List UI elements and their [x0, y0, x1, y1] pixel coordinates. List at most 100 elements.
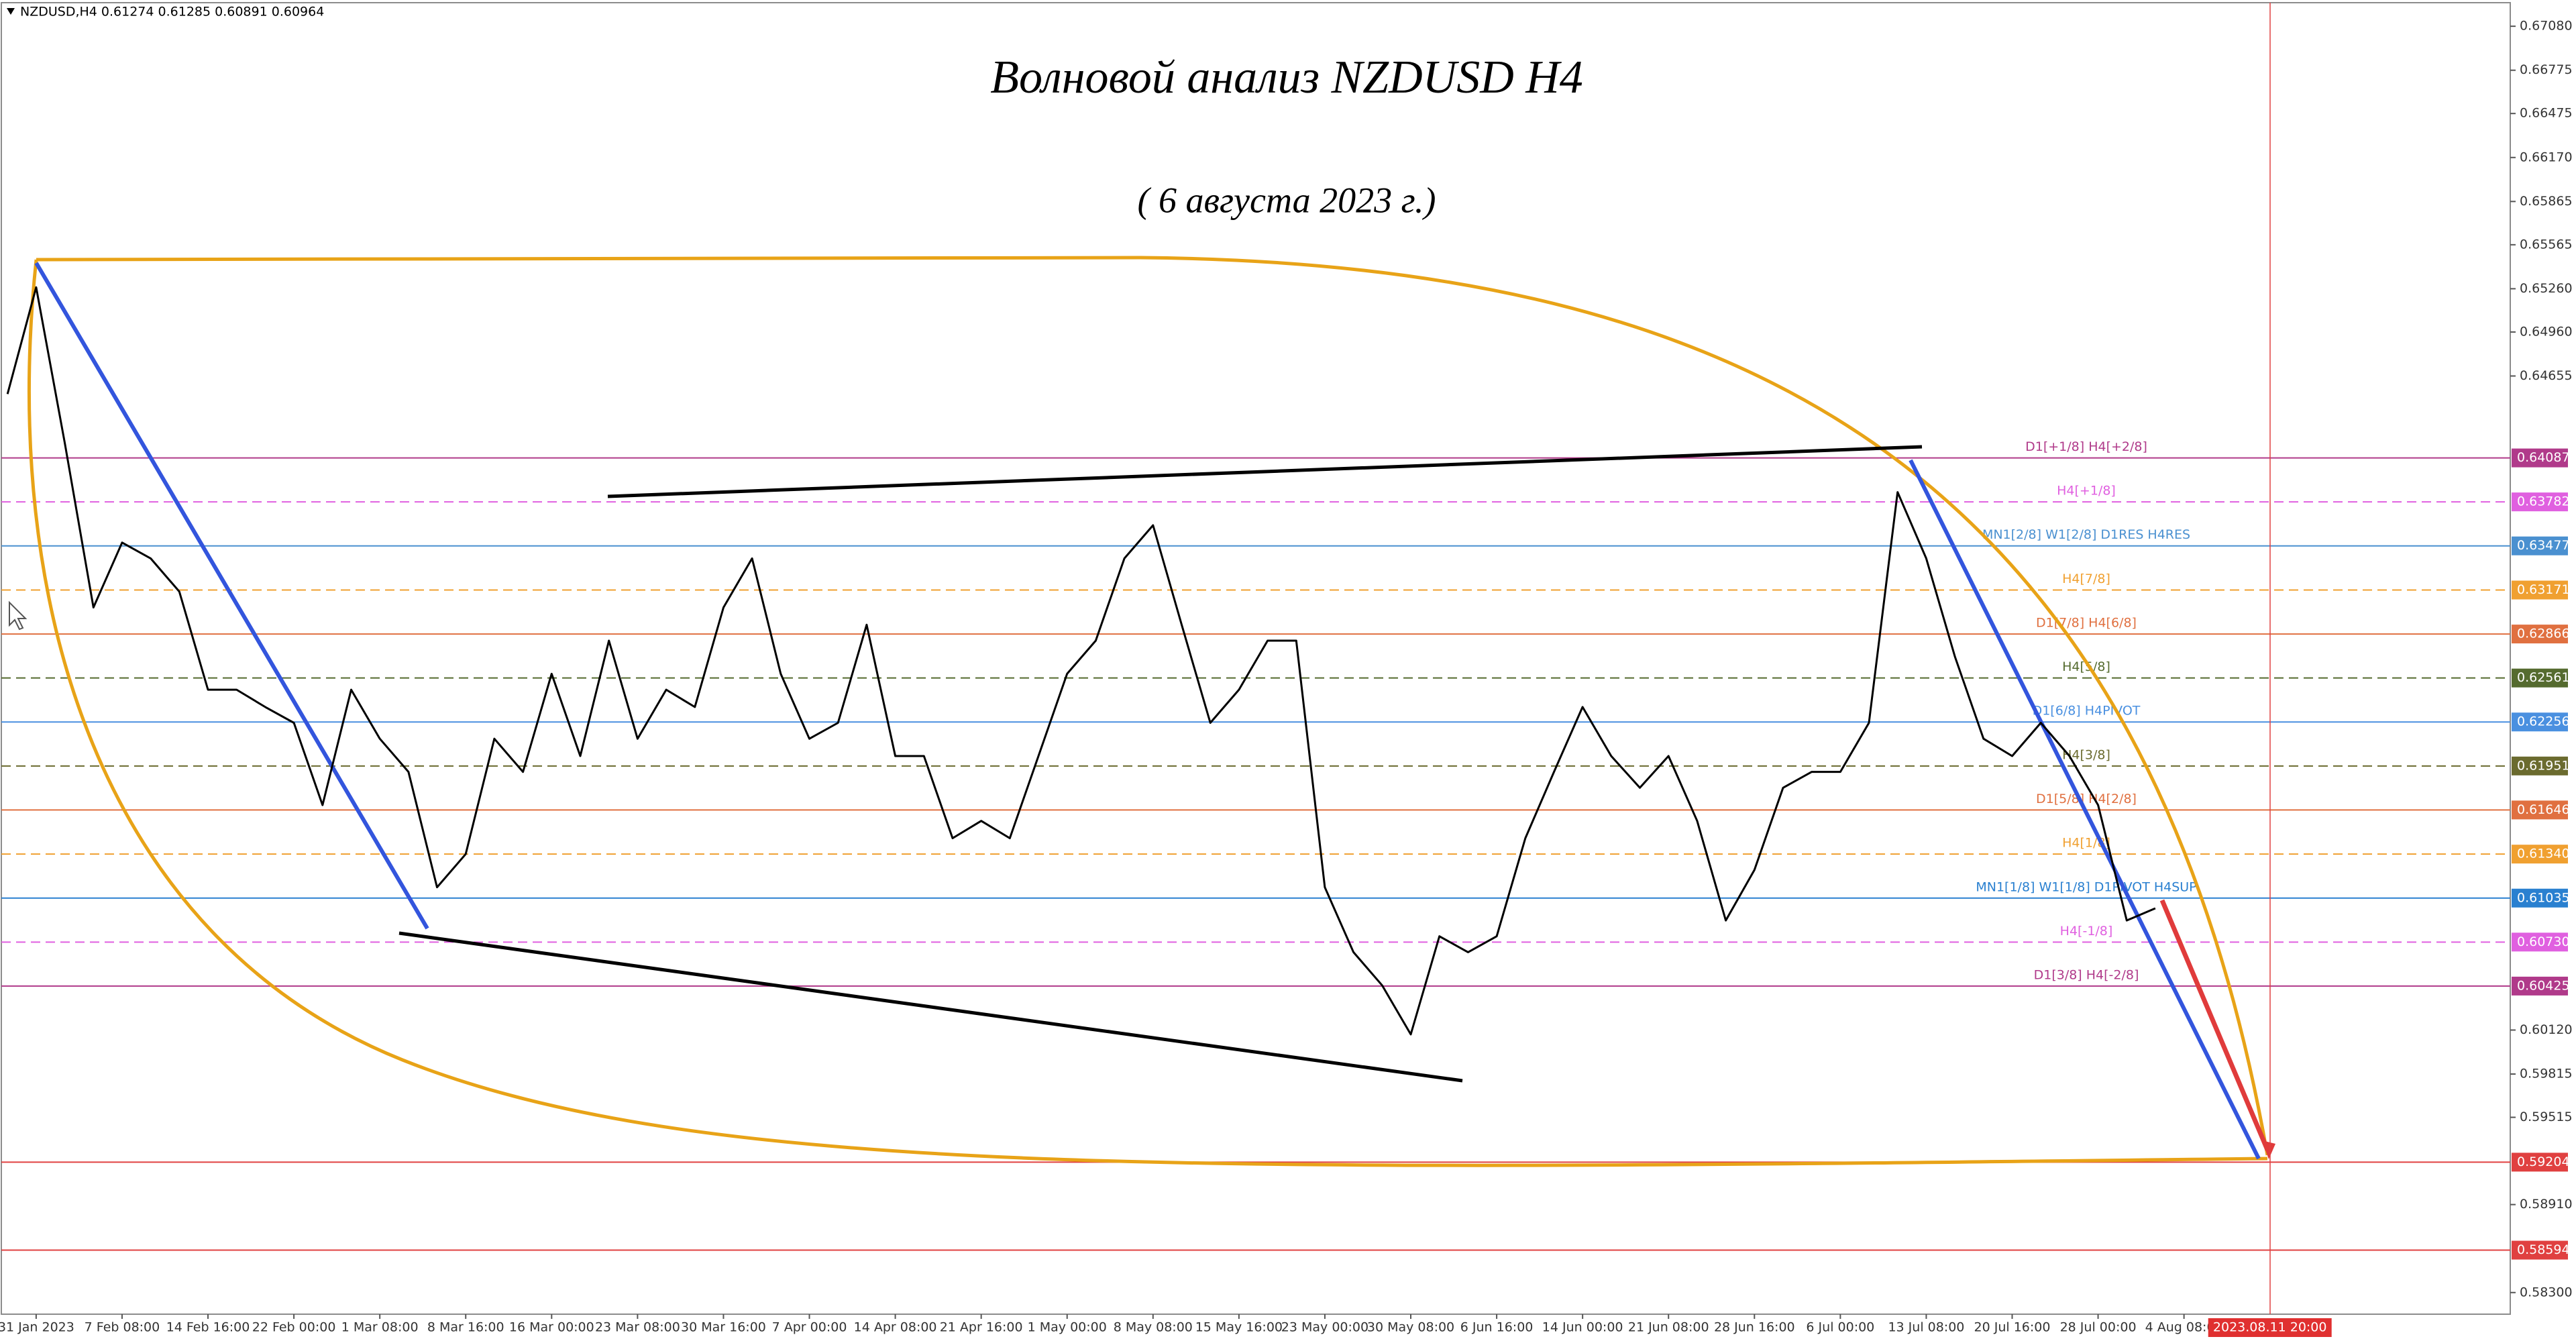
level-price-box: [2512, 932, 2568, 952]
y-tick-label: 0.59515: [2520, 1110, 2573, 1124]
level-price-label: 0.63782: [2517, 494, 2570, 509]
x-tick-label: 23 May 00:00: [1281, 1320, 1368, 1335]
level-name: H4[7/8]: [2062, 572, 2110, 586]
y-tick-label: 0.65865: [2520, 194, 2573, 209]
x-tick-label: 15 May 16:00: [1195, 1320, 1283, 1335]
x-tick-label: 20 Jul 16:00: [1974, 1320, 2051, 1335]
level-price-label: 0.63171: [2517, 582, 2570, 597]
y-tick-label: 0.60120: [2520, 1022, 2573, 1037]
level-name: MN1[2/8] W1[2/8] D1RES H4RES: [1982, 527, 2190, 542]
mouse-cursor: [9, 600, 28, 631]
x-tick-label: 1 May 00:00: [1028, 1320, 1107, 1335]
level-name: H4[+1/8]: [2057, 484, 2116, 498]
x-tick-label: 21 Jun 08:00: [1628, 1320, 1709, 1335]
drawings: [9, 3, 2275, 1314]
level-name: D1[7/8] H4[6/8]: [2036, 616, 2137, 631]
x-tick-label: 22 Feb 00:00: [252, 1320, 336, 1335]
x-tick-label: 6 Jul 00:00: [1806, 1320, 1874, 1335]
x-tick-label: 8 Mar 16:00: [427, 1320, 504, 1335]
x-tick-label: 14 Apr 08:00: [854, 1320, 937, 1335]
level-price-label: 0.61340: [2517, 847, 2570, 861]
x-tick-label: 30 May 08:00: [1367, 1320, 1454, 1335]
level-name: H4[-1/8]: [2060, 924, 2113, 939]
level-price-box: [2512, 625, 2568, 644]
menu-arrow: [7, 8, 15, 15]
x-tick-label: 13 Jul 08:00: [1888, 1320, 1964, 1335]
x-tick-label: 23 Mar 08:00: [595, 1320, 680, 1335]
trend-line-top: [607, 445, 1923, 498]
x-tick-label: 16 Mar 00:00: [509, 1320, 594, 1335]
wave-line-1: [34, 262, 429, 930]
y-tick-label: 0.58300: [2520, 1285, 2573, 1299]
arrow-head: [2262, 1140, 2275, 1159]
y-tick-label: 0.67080: [2520, 19, 2573, 34]
level-price-label: 0.62866: [2517, 627, 2570, 641]
level-price-label: 0.62561: [2517, 670, 2570, 685]
y-tick-label: 0.66475: [2520, 106, 2573, 121]
level-name: MN1[1/8] W1[1/8] D1PIVOT H4SUP: [1976, 879, 2196, 894]
level-price-box: [2512, 580, 2568, 600]
level-price-label: 0.59204: [2517, 1155, 2570, 1169]
y-tick-label: 0.66170: [2520, 150, 2573, 164]
level-price-label: 0.60425: [2517, 978, 2570, 993]
x-tick-label: 6 Jun 16:00: [1460, 1320, 1534, 1335]
level-name: D1[5/8] H4[2/8]: [2036, 792, 2137, 806]
level-price-box: [2512, 668, 2568, 688]
x-tick-label: 28 Jul 00:00: [2060, 1320, 2137, 1335]
y-tick-label: 0.59815: [2520, 1067, 2573, 1081]
level-price-box: [2512, 845, 2568, 864]
x-tick-label: 7 Apr 00:00: [772, 1320, 847, 1335]
level-price-box: [2512, 536, 2568, 555]
level-price-box: [2512, 492, 2568, 512]
chart-subtitle: ( 6 августа 2023 г.): [1138, 180, 1436, 220]
x-tick-label: 8 May 08:00: [1114, 1320, 1193, 1335]
level-price-box: [2512, 1240, 2568, 1260]
arc-upper: [36, 256, 2269, 1156]
level-price-label: 0.60730: [2517, 934, 2570, 949]
level-name: H4[5/8]: [2062, 659, 2110, 674]
level-price-box: [2512, 712, 2568, 732]
x-tick-label: 30 Mar 16:00: [681, 1320, 766, 1335]
level-price-label: 0.58594: [2517, 1242, 2570, 1257]
level-price-box: [2512, 448, 2568, 468]
plot-frame: [1, 2, 2511, 1315]
y-tick-label: 0.58910: [2520, 1197, 2573, 1212]
y-tick-label: 0.65565: [2520, 237, 2573, 252]
level-price-box: [2512, 800, 2568, 820]
cursor-label: 2023.08.11 20:00: [2213, 1320, 2327, 1335]
chart-title: Волновой анализ NZDUSD H4: [990, 52, 1583, 103]
arc-lower: [28, 259, 2268, 1167]
level-name: D1[6/8] H4PIVOT: [2033, 704, 2141, 718]
level-price-label: 0.64087: [2517, 450, 2570, 465]
level-price-box: [2512, 976, 2568, 996]
x-tick-label: 14 Jun 00:00: [1542, 1320, 1623, 1335]
level-price-box: [2512, 1153, 2568, 1172]
level-price-label: 0.62256: [2517, 714, 2570, 729]
level-price-label: 0.63477: [2517, 538, 2570, 553]
y-tick-label: 0.65260: [2520, 281, 2573, 296]
y-tick-label: 0.64655: [2520, 368, 2573, 383]
price-line: [6, 286, 2156, 1036]
x-tick-label: 21 Apr 16:00: [940, 1320, 1023, 1335]
x-tick-label: 31 Jan 2023: [0, 1320, 74, 1335]
level-name: D1[+1/8] H4[+2/8]: [2025, 439, 2147, 454]
x-tick-label: 28 Jun 16:00: [1714, 1320, 1795, 1335]
level-name: D1[3/8] H4[-2/8]: [2034, 967, 2139, 982]
x-tick-label: 1 Mar 08:00: [341, 1320, 419, 1335]
symbol-header: NZDUSD,H4 0.61274 0.61285 0.60891 0.6096…: [20, 5, 324, 19]
y-tick-label: 0.64960: [2520, 324, 2573, 339]
trend-line-bottom: [398, 931, 1463, 1083]
wave-line-2: [1909, 459, 2261, 1160]
level-price-label: 0.61646: [2517, 802, 2570, 817]
y-tick-label: 0.66775: [2520, 62, 2573, 77]
level-price-box: [2512, 888, 2568, 908]
level-price-box: [2512, 756, 2568, 775]
cursor-label-box: [2208, 1318, 2332, 1337]
x-tick-label: 14 Feb 16:00: [166, 1320, 250, 1335]
level-price-label: 0.61035: [2517, 890, 2570, 905]
x-tick-label: 7 Feb 08:00: [85, 1320, 160, 1335]
level-name: H4[3/8]: [2062, 747, 2110, 762]
x-tick-label: 4 Aug 08:00: [2145, 1320, 2223, 1335]
